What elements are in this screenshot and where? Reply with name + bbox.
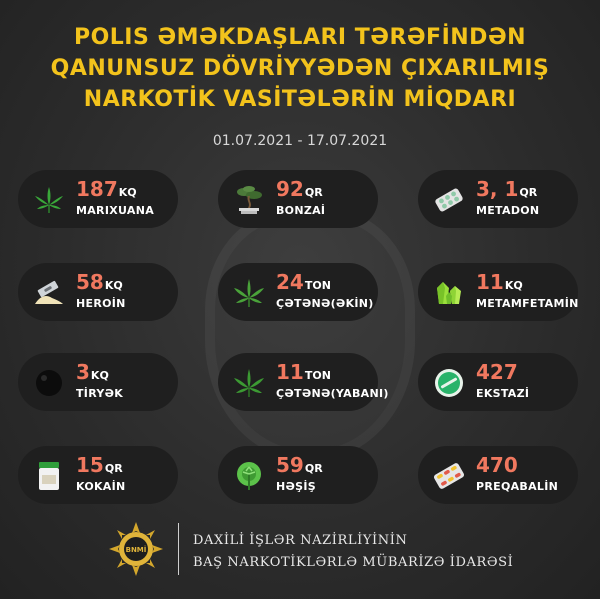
item-unit: QR bbox=[304, 462, 323, 475]
item-name: TİRYƏK bbox=[76, 387, 124, 400]
cannabis-leaf-icon bbox=[35, 187, 63, 213]
item-unit: QR bbox=[519, 186, 538, 199]
title-line-1: POLIS ƏMƏKDAŞLARI TƏRƏFİNDƏN bbox=[73, 25, 527, 50]
cocaine-jar-icon bbox=[39, 462, 59, 490]
stat-card-heroin: 58KQ HEROİN bbox=[18, 263, 178, 321]
item-name: HƏŞİŞ bbox=[276, 480, 316, 493]
crystal-icon bbox=[437, 282, 461, 304]
watermark-emblem bbox=[205, 210, 415, 460]
item-name: ÇƏTƏNƏ(ƏKİN) bbox=[276, 297, 374, 310]
item-unit: KQ bbox=[90, 369, 109, 382]
stat-card-marixuana: 187KQ MARIXUANA bbox=[18, 170, 178, 228]
item-value: 3 bbox=[76, 360, 90, 384]
stat-card-metadon: 3, 1QR METADON bbox=[418, 170, 578, 228]
item-value: 92 bbox=[276, 177, 304, 201]
footer-divider bbox=[178, 523, 179, 575]
bonsai-tree-icon bbox=[237, 186, 262, 214]
ecstasy-tablet-icon bbox=[435, 369, 463, 397]
item-value: 470 bbox=[476, 453, 518, 477]
item-name: BONZAİ bbox=[276, 204, 326, 217]
item-value: 11 bbox=[276, 360, 304, 384]
item-unit: KQ bbox=[104, 279, 123, 292]
item-value: 427 bbox=[476, 360, 518, 384]
item-value: 58 bbox=[76, 270, 104, 294]
item-unit: QR bbox=[104, 462, 123, 475]
item-name: METAMFETAMİN bbox=[476, 297, 579, 310]
stat-card-bonzai: 92QR BONZAİ bbox=[218, 170, 378, 228]
footer-organization: DAXİLİ İŞLƏR NAZİRLİYİNİN BAŞ NARKOTİKLƏ… bbox=[193, 530, 513, 574]
footer-line-1: DAXİLİ İŞLƏR NAZİRLİYİNİN bbox=[193, 533, 408, 548]
hemp-leaf-icon bbox=[234, 279, 264, 307]
capsule-blister-icon bbox=[433, 463, 465, 489]
item-value: 187 bbox=[76, 177, 118, 201]
stat-card-kokain: 15QR KOKAİN bbox=[18, 446, 178, 504]
item-name: KOKAİN bbox=[76, 480, 126, 493]
title-line-3: NARKOTİK VASİTƏLƏRİN MİQDARI bbox=[83, 87, 517, 112]
opium-ball-icon bbox=[36, 370, 62, 396]
item-value: 59 bbox=[276, 453, 304, 477]
stat-card-ekstazi: 427 EKSTAZİ bbox=[418, 353, 578, 411]
item-name: HEROİN bbox=[76, 297, 126, 310]
stat-card-preqabalin: 470 PREQABALİN bbox=[418, 446, 578, 504]
razor-powder-icon bbox=[35, 280, 63, 304]
item-name: METADON bbox=[476, 204, 540, 217]
stat-card-tiryek: 3KQ TİRYƏK bbox=[18, 353, 178, 411]
hashish-plant-icon bbox=[237, 462, 261, 490]
item-unit: KQ bbox=[504, 279, 523, 292]
title-line-2: QANUNSUZ DÖVRİYYƏDƏN ÇIXARILMIŞ bbox=[50, 56, 550, 81]
stat-card-cetene-yabani: 11TON ÇƏTƏNƏ(YABANI) bbox=[218, 353, 388, 411]
item-name: PREQABALİN bbox=[476, 480, 559, 493]
item-name: ÇƏTƏNƏ(YABANI) bbox=[276, 387, 389, 400]
item-unit: KQ bbox=[118, 186, 137, 199]
item-unit: TON bbox=[304, 369, 331, 382]
item-value: 3, 1 bbox=[476, 177, 519, 201]
footer-line-2: BAŞ NARKOTİKLƏRLƏ MÜBARİZƏ İDARƏSİ bbox=[193, 555, 514, 570]
item-name: MARIXUANA bbox=[76, 204, 155, 217]
stat-card-metamfetamin: 11KQ METAMFETAMİN bbox=[418, 263, 578, 321]
wild-hemp-icon bbox=[234, 369, 264, 397]
item-value: 11 bbox=[476, 270, 504, 294]
date-range: 01.07.2021 - 17.07.2021 bbox=[212, 133, 388, 149]
item-value: 15 bbox=[76, 453, 104, 477]
item-value: 24 bbox=[276, 270, 304, 294]
stat-card-hesis: 59QR HƏŞİŞ bbox=[218, 446, 378, 504]
item-unit: TON bbox=[304, 279, 331, 292]
page-title: POLIS ƏMƏKDAŞLARI TƏRƏFİNDƏN QANUNSUZ DÖ… bbox=[0, 22, 600, 115]
stat-card-cetene-ekin: 24TON ÇƏTƏNƏ(ƏKİN) bbox=[218, 263, 378, 321]
item-unit: QR bbox=[304, 186, 323, 199]
bnmi-badge-logo: BNMİ bbox=[109, 522, 163, 576]
item-name: EKSTAZİ bbox=[476, 387, 530, 400]
pill-blister-icon bbox=[435, 188, 463, 212]
badge-text: BNMİ bbox=[126, 545, 147, 554]
